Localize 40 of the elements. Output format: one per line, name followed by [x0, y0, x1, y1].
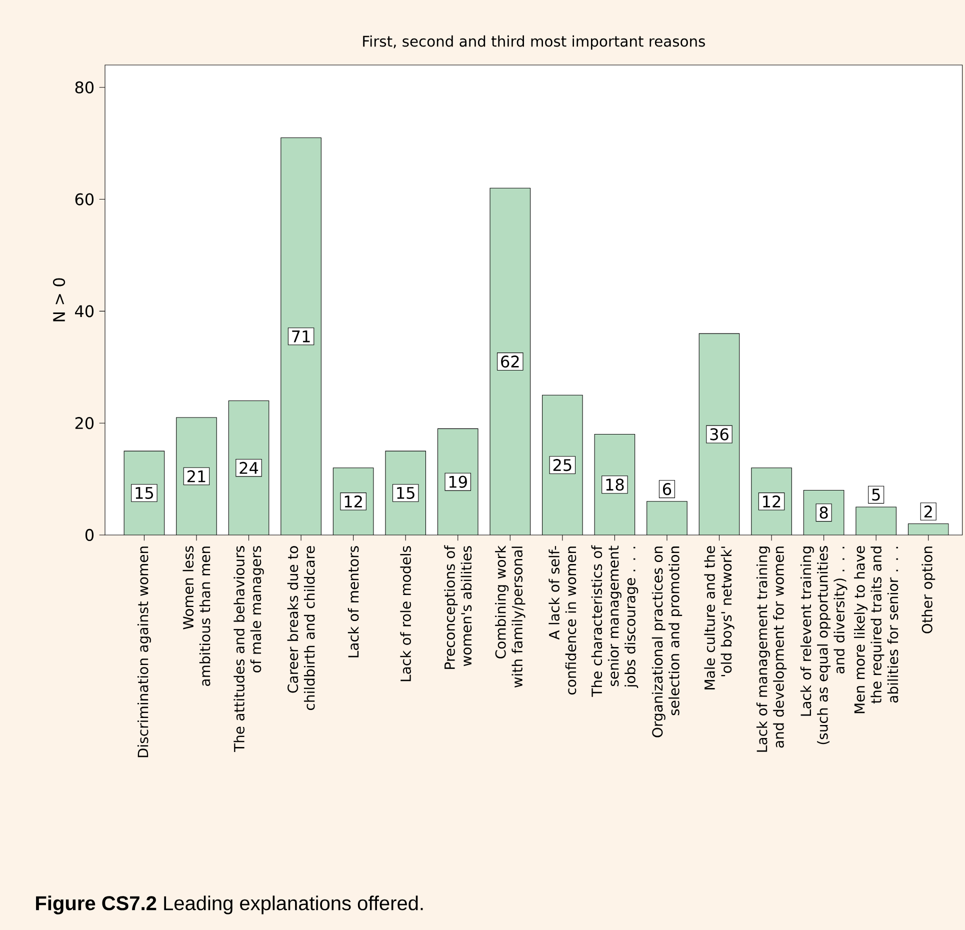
- data-label: 24: [240, 462, 258, 474]
- data-label: 25: [553, 458, 572, 472]
- y-tick-label: 20: [75, 417, 94, 430]
- data-label: 8: [820, 506, 828, 519]
- data-label: 19: [449, 476, 467, 488]
- data-label: 15: [397, 487, 414, 499]
- x-tick-label: The attitudes and behaviours of male managers: [234, 546, 264, 752]
- x-tick-label: Combining work with family/personal: [495, 545, 526, 688]
- x-tick-label: Women less ambitious than men: [182, 546, 210, 686]
- data-label: 62: [501, 355, 519, 368]
- x-tick-label: Preconceptions of women's abilities: [444, 545, 472, 669]
- text: Figure CS7.2 Leading explanations offered.: [36, 896, 423, 914]
- data-label: 36: [710, 428, 728, 440]
- data-label: 18: [606, 478, 624, 491]
- x-tick-label: Other option: [922, 546, 936, 634]
- x-tick-label: Discrimination against women: [137, 546, 151, 758]
- y-tick-label: 60: [75, 193, 94, 206]
- y-axis-title: N > 0: [52, 278, 66, 322]
- x-tick-label: The characteristics of senior management jobs discourage . . .: [591, 545, 638, 697]
- data-label: 71: [292, 330, 310, 342]
- chart-title: First, second and third most important reasons: [363, 35, 705, 50]
- data-label: 21: [187, 470, 206, 482]
- x-tick-label: Career breaks due to childbirth and childcare: [287, 546, 315, 710]
- data-label: 5: [872, 488, 880, 501]
- data-label: 6: [662, 483, 672, 496]
- data-label: 2: [924, 506, 932, 518]
- x-tick-label: Lack of management training and development for women: [756, 546, 787, 752]
- x-tick-label: Lack of role models: [400, 546, 411, 682]
- y-tick-label: 40: [75, 305, 94, 318]
- y-tick-label: 80: [75, 81, 94, 94]
- x-tick-label: A lack of self-confidence in women: [548, 546, 576, 694]
- x-tick-label: Male culture and the 'old boys' network': [704, 546, 734, 690]
- data-label: 12: [344, 495, 362, 508]
- data-label: 12: [763, 495, 780, 508]
- x-tick-label: Lack of mentors: [348, 546, 359, 658]
- data-label: 15: [136, 487, 153, 499]
- x-tick-label: Men more likely to have the required traits and abilities for senior . . .: [854, 546, 898, 714]
- x-tick-label: Lack of relevent training (such as equal opportunities and diversity) . . .: [800, 546, 848, 744]
- y-tick-label: 0: [85, 528, 94, 542]
- x-tick-label: Organizational practices on selection and promotion: [652, 546, 682, 738]
